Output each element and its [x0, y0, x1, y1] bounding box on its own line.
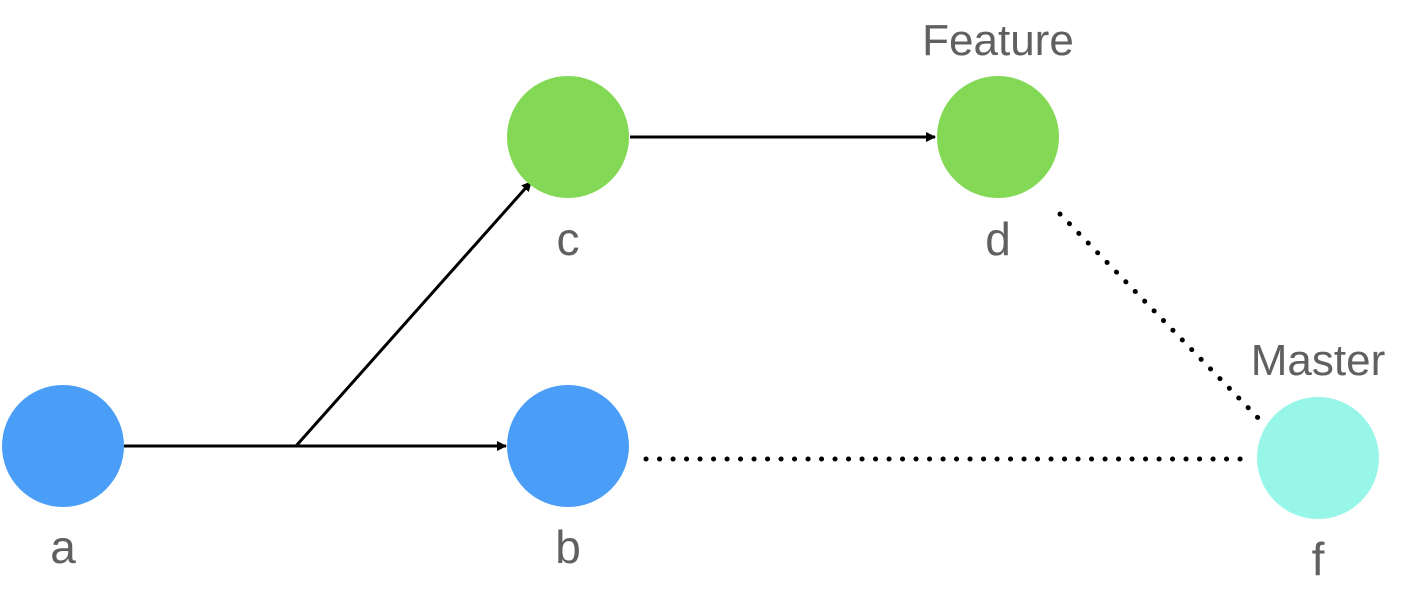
branch-label-feature: Feature [922, 16, 1074, 65]
edge-a-c [294, 181, 533, 447]
commit-node-b [507, 385, 629, 507]
node-label-d: d [985, 213, 1011, 265]
node-label-f: f [1312, 533, 1325, 585]
node-label-b: b [555, 521, 581, 573]
node-label-c: c [557, 213, 580, 265]
merge-edge-d-f [1057, 211, 1267, 427]
commit-node-d [937, 76, 1059, 198]
node-label-a: a [50, 521, 76, 573]
branch-label-master: Master [1251, 336, 1385, 385]
commit-node-f [1257, 397, 1379, 519]
commit-node-a [2, 385, 124, 507]
commit-node-c [507, 76, 629, 198]
